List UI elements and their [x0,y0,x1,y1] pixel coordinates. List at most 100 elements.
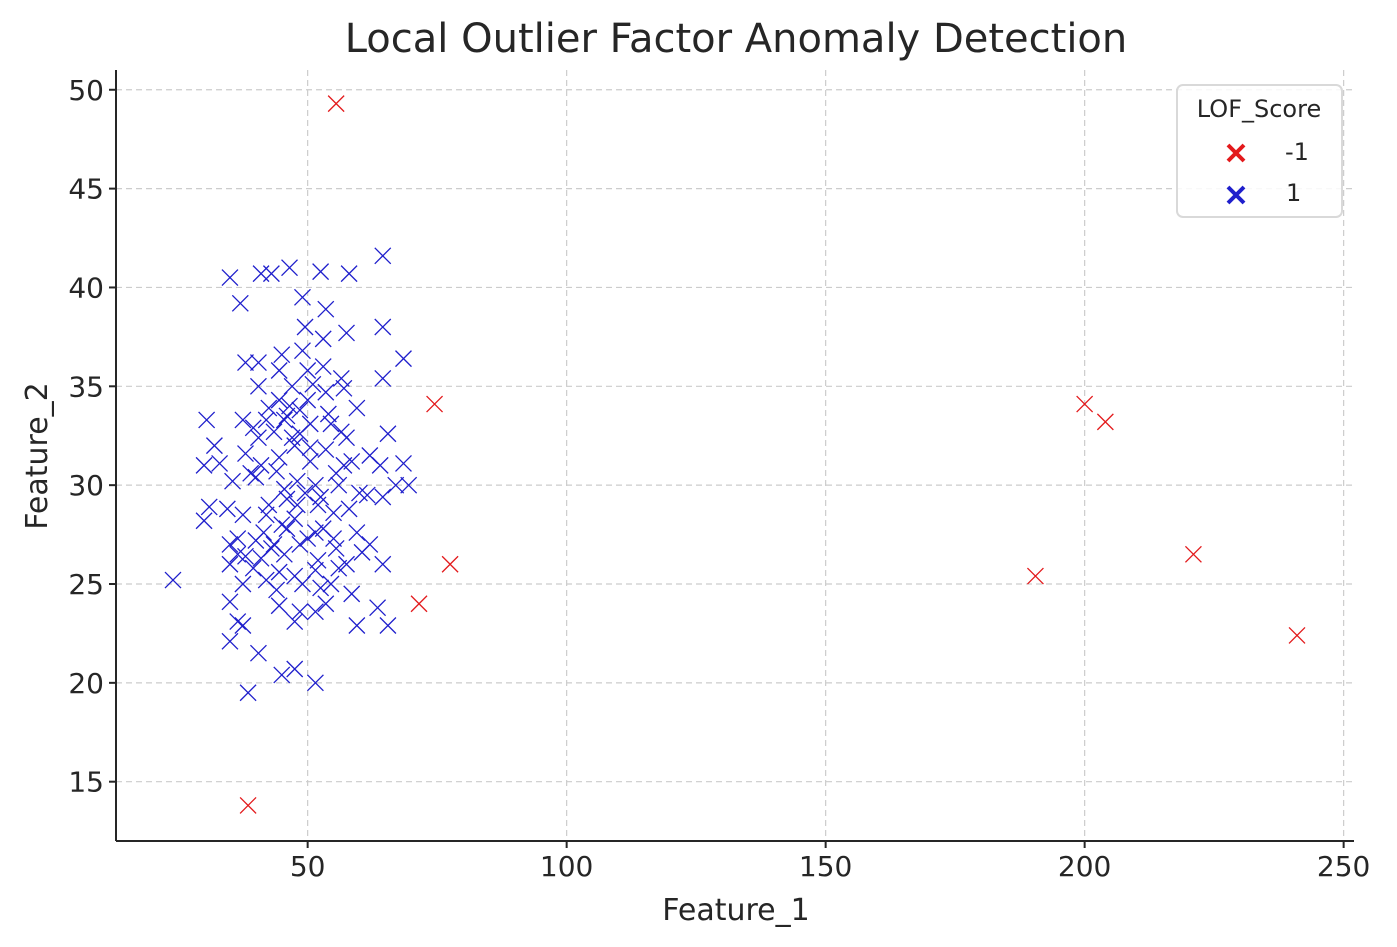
data-point-inlier [340,500,358,518]
data-point-inlier [317,383,335,401]
data-point-inlier [322,415,340,433]
data-point-inlier [306,524,324,542]
data-point-inlier [255,524,273,542]
data-point-inlier [244,559,262,577]
data-point-inlier [239,684,257,702]
data-point-inlier [281,397,298,415]
data-point-outlier [1026,567,1044,585]
data-point-inlier [257,506,275,524]
data-point-inlier [281,259,298,277]
data-point-inlier [296,484,314,502]
data-point-inlier [304,375,322,393]
data-point-inlier [229,613,247,631]
data-point-inlier [332,369,350,387]
data-point-inlier [338,324,355,342]
data-point-inlier [221,536,239,553]
data-point-inlier [343,585,361,603]
data-point-inlier [221,555,239,573]
data-point-outlier [1288,626,1306,644]
data-point-inlier [350,484,368,502]
data-point-inlier [296,318,314,336]
data-point-inlier [379,617,397,634]
data-point-inlier [309,551,327,569]
y-tick-label: 45 [68,173,104,206]
data-point-inlier [211,454,229,472]
data-point-inlier [306,674,324,692]
data-point-inlier [265,423,283,441]
data-point-inlier [369,599,387,617]
data-point-inlier [301,439,319,457]
data-point-inlier [291,425,309,443]
legend-item-inlier: 1 [1226,179,1301,207]
data-point-inlier [306,603,324,621]
data-point-inlier [221,593,239,611]
y-tick-label: 15 [68,766,104,799]
data-point-inlier [275,480,293,498]
data-point-inlier [309,496,327,514]
legend-title: LOF_Score [1197,95,1321,123]
data-point-inlier [306,476,324,494]
data-point-inlier [340,265,358,283]
data-point-inlier [278,520,296,538]
data-point-inlier [283,429,301,447]
data-point-inlier [247,468,265,486]
legend-marker-outlier-icon [1226,143,1246,163]
data-point-inlier [395,350,412,368]
data-point-inlier [374,488,392,506]
data-point-inlier [353,543,371,561]
y-tick-label: 25 [68,568,104,601]
data-point-inlier [332,423,350,441]
data-point-inlier [249,644,267,662]
data-point-inlier [249,377,267,395]
data-point-inlier [262,265,280,283]
data-point-inlier [275,545,293,563]
data-point-inlier [270,362,288,379]
data-point-inlier [257,411,275,429]
data-point-inlier [374,318,392,336]
data-point-inlier [314,330,332,348]
data-point-inlier [400,476,418,494]
data-point-inlier [234,575,252,593]
legend-label-inlier: 1 [1286,179,1301,207]
data-point-inlier [286,510,304,528]
x-tick-label: 100 [540,850,593,883]
data-point-outlier [1096,413,1114,431]
data-point-inlier [164,571,182,589]
data-point-inlier [205,437,223,455]
legend-marker-inlier-icon [1226,185,1246,205]
data-point-inlier [286,660,304,678]
chart-title: Local Outlier Factor Anomaly Detection [345,16,1128,62]
x-axis-label: Feature_1 [662,893,809,928]
data-point-inlier [200,498,218,516]
data-point-inlier [270,449,288,466]
data-point-inlier [325,504,343,522]
data-point-inlier [374,247,392,265]
legend-box [1176,84,1343,218]
y-tick-label: 40 [68,271,104,304]
x-tick-label: 250 [1317,850,1370,883]
data-point-inlier [262,539,280,557]
data-point-outlier [426,395,444,413]
data-point-inlier [268,581,286,599]
data-point-inlier [374,555,392,573]
x-tick-label: 200 [1058,850,1111,883]
data-point-outlier [410,595,428,613]
data-point-inlier [348,399,366,417]
data-point-inlier [294,342,311,360]
data-point-inlier [237,354,254,372]
data-point-inlier [273,666,291,684]
data-point-inlier [294,288,311,306]
data-point-outlier [239,796,257,814]
data-point-inlier [312,579,330,597]
data-point-inlier [218,500,236,518]
data-point-inlier [234,617,252,634]
data-point-inlier [270,391,288,409]
data-point-inlier [268,462,286,480]
data-point-inlier [314,358,332,375]
data-point-inlier [371,456,389,474]
data-point-inlier [299,391,317,409]
data-point-inlier [327,464,345,482]
data-point-inlier [237,547,254,565]
data-point-inlier [312,263,330,281]
